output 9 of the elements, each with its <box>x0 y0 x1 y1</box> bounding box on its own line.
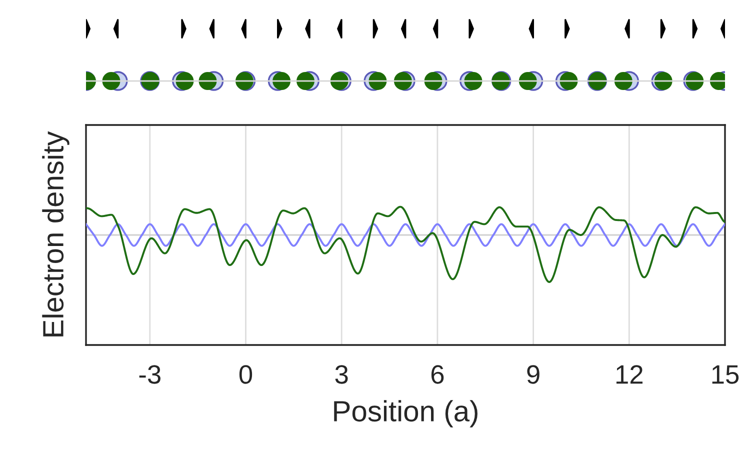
x-tick-label: 0 <box>239 365 252 384</box>
x-axis-title: Position (a) <box>334 400 478 428</box>
x-tick-label: 15 <box>712 365 739 384</box>
x-tick-label: 12 <box>616 365 643 384</box>
x-tick-label: 3 <box>335 365 348 384</box>
x-tick-label: -3 <box>139 365 160 384</box>
x-tick-label: 9 <box>527 365 540 384</box>
x-tick-label: 6 <box>431 365 444 384</box>
y-axis-title: Electron density <box>42 131 70 336</box>
